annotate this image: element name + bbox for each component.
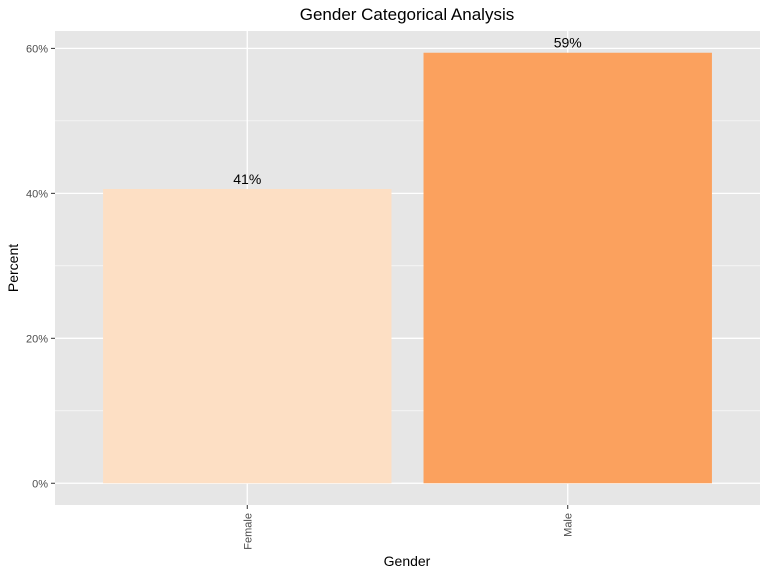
bars [103,52,712,484]
x-axis: Female Male [242,505,575,550]
y-axis-title: Percent [5,244,21,292]
bar-male [423,52,712,484]
y-axis: 0% 20% 40% 60% [26,43,55,490]
y-tick-label: 40% [26,188,48,200]
y-tick-label: 60% [26,43,48,55]
x-axis-title: Gender [384,553,431,569]
x-tick-label: Female [242,513,254,550]
data-label: 59% [554,35,582,51]
y-tick-label: 20% [26,333,48,345]
bar-female [103,189,392,484]
x-tick-label: Male [563,513,575,537]
chart-title: Gender Categorical Analysis [300,5,515,24]
y-tick-label: 0% [32,478,48,490]
data-labels: 41% 59% [233,35,581,187]
data-label: 41% [233,171,261,187]
